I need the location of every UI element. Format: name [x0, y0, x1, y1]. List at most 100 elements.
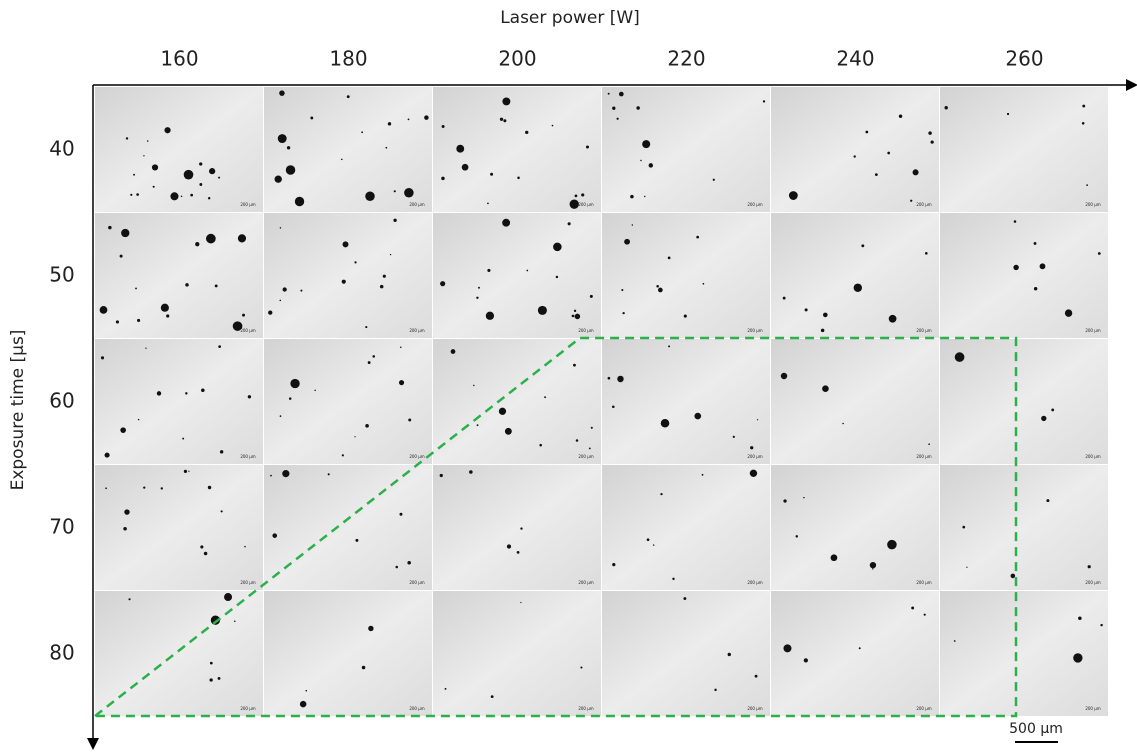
- tile-scale-label: 200 µm: [747, 580, 762, 585]
- micrograph: [433, 465, 601, 590]
- column-label: 180: [329, 47, 367, 71]
- pore: [224, 593, 233, 602]
- pore: [853, 283, 863, 292]
- pore: [185, 283, 189, 287]
- pore: [166, 314, 170, 318]
- row-label: 70: [49, 515, 74, 539]
- micrograph: [771, 465, 939, 590]
- pore: [121, 228, 130, 238]
- tile-scale-label: 200 µm: [578, 454, 593, 459]
- tile-scale-label: 200 µm: [578, 706, 593, 711]
- micrograph: [771, 87, 939, 212]
- pore: [242, 313, 246, 317]
- pore: [160, 487, 163, 490]
- pore: [279, 227, 282, 229]
- tile-scale-label: 200 µm: [409, 202, 424, 207]
- pore: [354, 436, 356, 438]
- pore: [199, 183, 203, 186]
- pore: [200, 545, 204, 549]
- pore: [622, 311, 625, 315]
- pore: [201, 388, 205, 393]
- micrograph: [602, 465, 770, 590]
- micrograph: [95, 87, 263, 212]
- column-label: 240: [836, 47, 874, 71]
- pore: [617, 375, 624, 383]
- pore: [727, 652, 731, 657]
- micrograph: [602, 213, 770, 338]
- pore: [567, 222, 571, 226]
- pore: [387, 122, 392, 126]
- pore: [1041, 415, 1047, 422]
- pore: [272, 533, 278, 538]
- pore: [911, 606, 915, 610]
- pore: [616, 117, 619, 120]
- pore: [399, 346, 402, 349]
- pore: [183, 469, 188, 473]
- pore: [612, 405, 615, 409]
- pore: [137, 318, 141, 322]
- pore: [646, 538, 650, 542]
- tile-scale-label: 200 µm: [747, 202, 762, 207]
- pore: [631, 224, 634, 226]
- pore: [910, 199, 913, 202]
- pore: [590, 426, 593, 429]
- pore: [925, 252, 928, 255]
- pore: [1073, 653, 1083, 663]
- pore: [1033, 286, 1038, 291]
- micrograph: [264, 339, 432, 464]
- tile-scale-label: 200 µm: [1085, 706, 1100, 711]
- pore: [368, 625, 374, 632]
- pore: [660, 492, 663, 496]
- row-label: 50: [49, 263, 74, 287]
- pore: [444, 687, 447, 690]
- pore: [341, 454, 344, 457]
- pore: [696, 235, 700, 239]
- pore: [1046, 499, 1050, 503]
- pore: [1100, 623, 1103, 627]
- tile-scale-label: 200 µm: [409, 706, 424, 711]
- pore: [580, 666, 583, 669]
- pore: [1087, 565, 1091, 569]
- tile-scale-label: 200 µm: [240, 328, 255, 333]
- micrograph: [433, 339, 601, 464]
- pore: [217, 676, 221, 680]
- column-label: 220: [667, 47, 705, 71]
- pore: [440, 281, 446, 287]
- pore: [279, 90, 285, 96]
- pore: [648, 163, 654, 168]
- pore: [795, 535, 799, 538]
- pore: [408, 418, 412, 422]
- pore: [1082, 104, 1086, 108]
- micrograph: [771, 213, 939, 338]
- pore: [108, 225, 112, 230]
- pore: [219, 450, 224, 454]
- pore: [485, 311, 495, 320]
- pore: [642, 140, 651, 149]
- tile-scale-label: 200 µm: [1085, 454, 1100, 459]
- pore: [156, 391, 162, 396]
- pore: [640, 159, 642, 162]
- pore: [569, 199, 579, 209]
- pore: [668, 345, 671, 348]
- column-label: 260: [1005, 47, 1043, 71]
- pore: [526, 269, 529, 272]
- pore: [788, 191, 798, 200]
- pore: [104, 452, 110, 458]
- pore: [555, 275, 559, 279]
- x-axis-title: Laser power [W]: [500, 8, 640, 28]
- pore: [100, 356, 105, 360]
- pore: [1010, 573, 1016, 579]
- pore: [683, 597, 687, 601]
- pore: [473, 384, 475, 387]
- tile-scale-label: 200 µm: [916, 580, 931, 585]
- pore: [712, 178, 715, 181]
- pore: [209, 168, 216, 175]
- pore: [930, 140, 934, 144]
- pore: [539, 443, 542, 447]
- pore: [456, 144, 465, 153]
- pore: [125, 137, 129, 140]
- pore: [105, 487, 107, 490]
- column-label: 200: [498, 47, 536, 71]
- pore: [928, 443, 930, 446]
